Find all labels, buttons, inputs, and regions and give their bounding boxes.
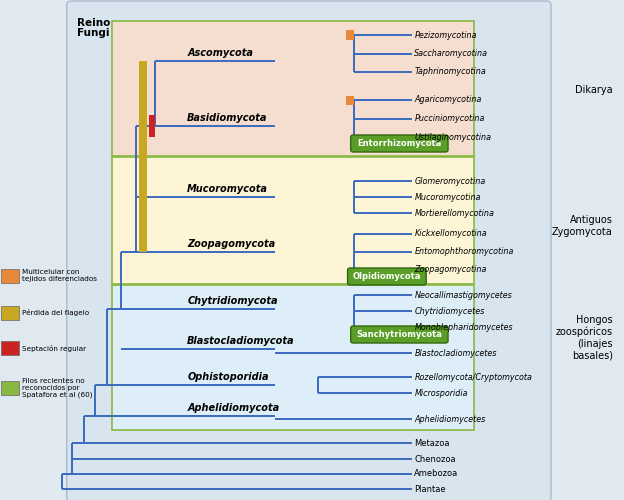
Text: Rozellomycota/Cryptomycota: Rozellomycota/Cryptomycota	[414, 372, 532, 382]
Text: Chytridiomycota: Chytridiomycota	[187, 296, 278, 306]
Text: Reino
Fungi: Reino Fungi	[77, 18, 110, 38]
Text: Neocallimastigomycetes: Neocallimastigomycetes	[414, 290, 512, 300]
Text: Multicelular con
tejidos diferenciados: Multicelular con tejidos diferenciados	[22, 269, 97, 282]
Bar	[346, 30, 354, 40]
Text: Pezizomycotina: Pezizomycotina	[414, 30, 477, 40]
Text: Plantae: Plantae	[414, 484, 446, 494]
Text: Dikarya: Dikarya	[575, 85, 613, 95]
Text: Septación regular: Septación regular	[22, 344, 87, 352]
Text: Basidiomycota: Basidiomycota	[187, 113, 268, 123]
Text: Agaricomycotina: Agaricomycotina	[414, 96, 482, 104]
Text: Antiguos
Zygomycota: Antiguos Zygomycota	[552, 215, 613, 237]
Bar	[1, 381, 19, 395]
Bar	[112, 285, 474, 430]
Bar	[1, 268, 19, 282]
Bar	[149, 115, 155, 137]
Text: Microsporidia: Microsporidia	[414, 388, 468, 398]
Text: Blastocladiomycetes: Blastocladiomycetes	[414, 348, 497, 358]
Text: Ophistoporidia: Ophistoporidia	[187, 372, 269, 382]
Text: Hongos
zoospóricos
(linajes
basales): Hongos zoospóricos (linajes basales)	[555, 315, 613, 360]
Text: Mucoromycotina: Mucoromycotina	[414, 192, 481, 202]
FancyBboxPatch shape	[67, 1, 551, 500]
Text: Aphelidiomycetes: Aphelidiomycetes	[414, 414, 485, 424]
Text: Ustilaginomycotina: Ustilaginomycotina	[414, 132, 491, 141]
FancyBboxPatch shape	[351, 326, 448, 343]
Text: Chytridiomycetes: Chytridiomycetes	[414, 306, 485, 316]
Bar	[346, 96, 354, 104]
FancyBboxPatch shape	[351, 135, 448, 152]
Text: Sanchytriomycota: Sanchytriomycota	[356, 330, 442, 339]
Bar	[1, 341, 19, 355]
Text: Mucoromycota: Mucoromycota	[187, 184, 268, 194]
Text: Entorrhizomycota: Entorrhizomycota	[357, 139, 442, 148]
Text: Metazoa: Metazoa	[414, 438, 450, 448]
Text: Kickxellomycotina: Kickxellomycotina	[414, 230, 487, 238]
Bar	[112, 158, 474, 284]
Text: Glomeromycotina: Glomeromycotina	[414, 176, 485, 186]
Text: Olpidiomycota: Olpidiomycota	[353, 272, 421, 281]
Text: Taphrinomycotina: Taphrinomycotina	[414, 68, 486, 76]
Bar	[139, 61, 147, 252]
Text: Chenozoa: Chenozoa	[414, 454, 456, 464]
Bar	[1, 306, 19, 320]
Text: Filos recientes no
reconocidos por
Spatafora et al (60): Filos recientes no reconocidos por Spata…	[22, 378, 93, 398]
Text: Ascomycota: Ascomycota	[187, 48, 253, 58]
FancyBboxPatch shape	[348, 268, 426, 285]
Text: Mortierellomycotina: Mortierellomycotina	[414, 208, 494, 218]
Text: Zoopagomycota: Zoopagomycota	[187, 239, 275, 249]
Text: Pucciniomycotina: Pucciniomycotina	[414, 114, 485, 123]
Text: Zoopagomycotina: Zoopagomycotina	[414, 266, 487, 274]
Text: Aphelidiomycota: Aphelidiomycota	[187, 403, 280, 413]
Text: Pérdida del flagelo: Pérdida del flagelo	[22, 310, 90, 316]
Text: Saccharomycotina: Saccharomycotina	[414, 49, 489, 58]
Text: Amebozoa: Amebozoa	[414, 470, 459, 478]
Text: Blastocladiomycota: Blastocladiomycota	[187, 336, 295, 346]
Text: Monoblepharidomycetes: Monoblepharidomycetes	[414, 322, 513, 332]
Text: Entomophthoromycotina: Entomophthoromycotina	[414, 248, 514, 256]
Bar	[112, 21, 474, 156]
